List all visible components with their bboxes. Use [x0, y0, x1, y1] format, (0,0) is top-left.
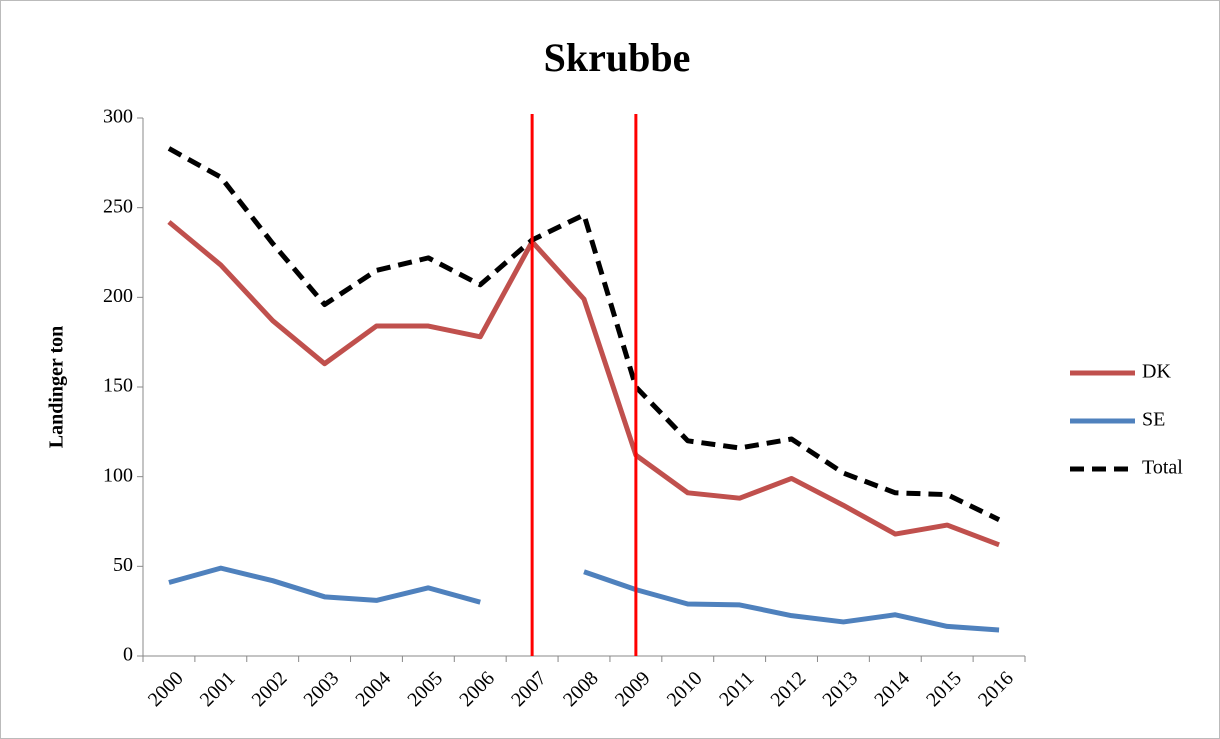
legend-label: SE	[1142, 409, 1165, 431]
y-tick-label: 100	[103, 464, 133, 486]
data-line	[167, 220, 1000, 548]
chart-title: Skrubbe	[544, 35, 691, 80]
y-tick-label: 50	[113, 554, 133, 576]
data-line	[168, 565, 1000, 633]
legend-label: DK	[1142, 361, 1171, 383]
y-tick-label: 150	[103, 375, 133, 397]
y-tick-label: 250	[103, 195, 133, 217]
legend-label: Total	[1142, 457, 1183, 479]
y-tick-label: 0	[123, 644, 133, 666]
y-tick-label: 300	[103, 106, 133, 128]
y-axis-label: Landinger ton	[46, 326, 68, 448]
y-tick-label: 200	[103, 285, 133, 307]
